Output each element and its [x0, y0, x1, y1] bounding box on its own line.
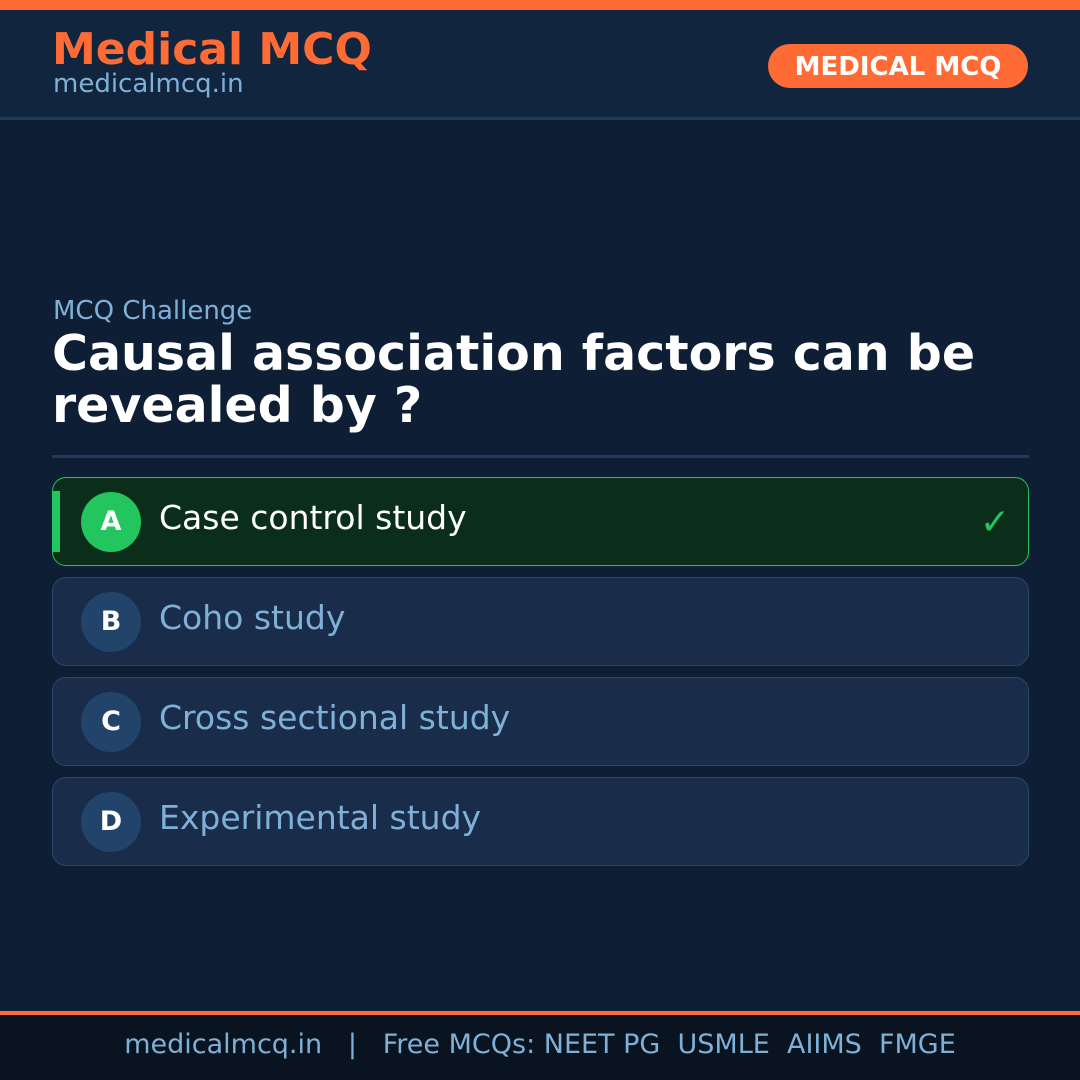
brand-title: Medical MCQ [52, 24, 372, 75]
option-a[interactable]: A Case control study ✓ [52, 477, 1029, 566]
header: Medical MCQ medicalmcq.in MEDICAL MCQ [0, 10, 1080, 120]
footer-accent-line [0, 1011, 1080, 1015]
option-letter: B [81, 592, 141, 652]
top-accent-bar [0, 0, 1080, 10]
option-d[interactable]: D Experimental study [52, 777, 1029, 866]
category-badge: MEDICAL MCQ [768, 44, 1028, 88]
option-text: Experimental study [159, 798, 482, 837]
site-url[interactable]: medicalmcq.in [53, 69, 244, 99]
option-text: Case control study [159, 498, 467, 537]
option-letter: D [81, 792, 141, 852]
option-letter: C [81, 692, 141, 752]
correct-indicator-bar [53, 491, 60, 552]
footer: medicalmcq.in | Free MCQs: NEET PG USMLE… [0, 1015, 1080, 1080]
option-text: Cross sectional study [159, 698, 511, 737]
option-letter: A [81, 492, 141, 552]
divider [52, 455, 1029, 458]
question-kicker: MCQ Challenge [53, 296, 253, 326]
option-text: Coho study [159, 598, 346, 637]
option-b[interactable]: B Coho study [52, 577, 1029, 666]
question-text: Causal association factors can be reveal… [52, 325, 976, 434]
check-icon: ✓ [979, 502, 1010, 543]
option-c[interactable]: C Cross sectional study [52, 677, 1029, 766]
